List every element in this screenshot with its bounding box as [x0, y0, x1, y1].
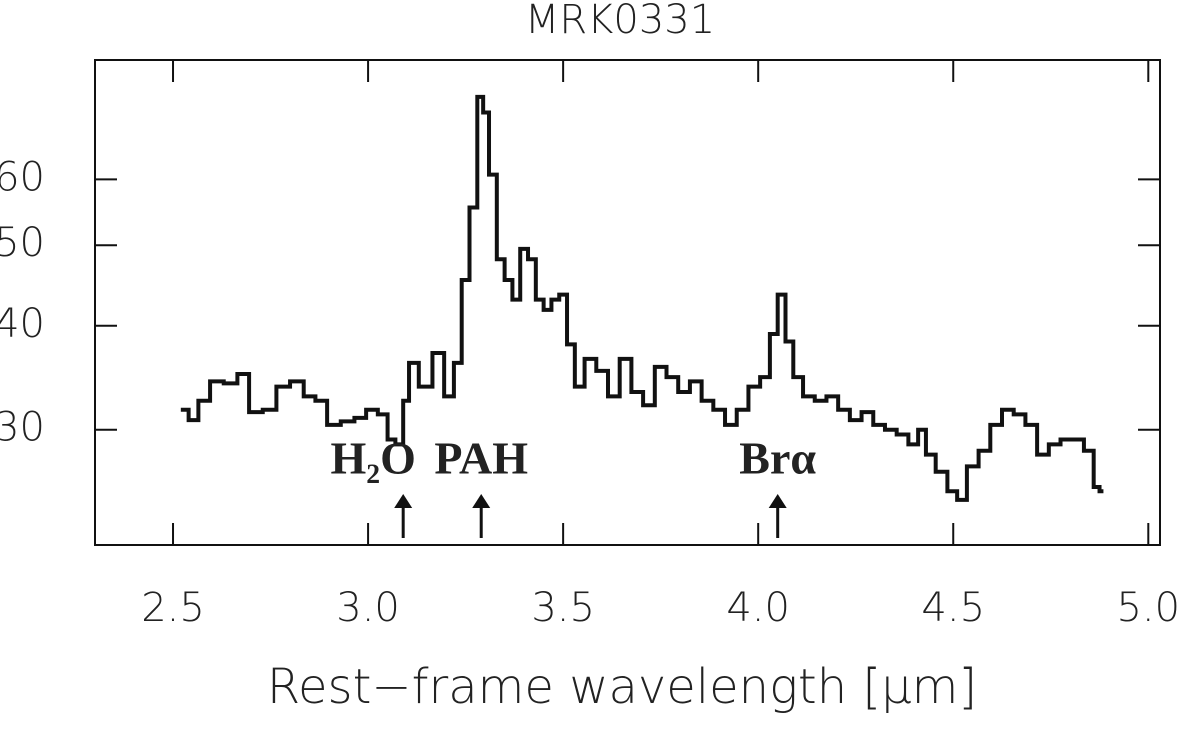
y-tick-label: 30	[0, 405, 45, 451]
y-tick-label: 40	[0, 301, 45, 347]
spectrum-line	[180, 94, 1104, 502]
y-tick-label: 50	[0, 220, 45, 266]
x-tick-label: 3.5	[531, 585, 595, 631]
x-tick-label: 3.0	[336, 585, 400, 631]
x-axis-label: Rest−frame wavelength [μm]	[267, 659, 977, 715]
x-tick-label: 5.0	[1116, 585, 1180, 631]
annotation-arrowhead	[394, 494, 413, 508]
x-tick-label: 2.5	[141, 585, 205, 631]
annotation-arrowhead	[472, 494, 491, 508]
annotation-arrowhead	[768, 494, 787, 508]
x-tick-label: 4.0	[726, 585, 790, 631]
y-tick-label: 60	[0, 154, 45, 200]
annotation-label: PAH	[434, 433, 528, 484]
plot-frame	[94, 59, 1161, 546]
chart-title: MRK0331	[525, 0, 715, 43]
annotation-label: Brα	[739, 433, 816, 484]
annotation-label: H₂O	[331, 433, 416, 484]
x-tick-label: 4.5	[921, 585, 985, 631]
